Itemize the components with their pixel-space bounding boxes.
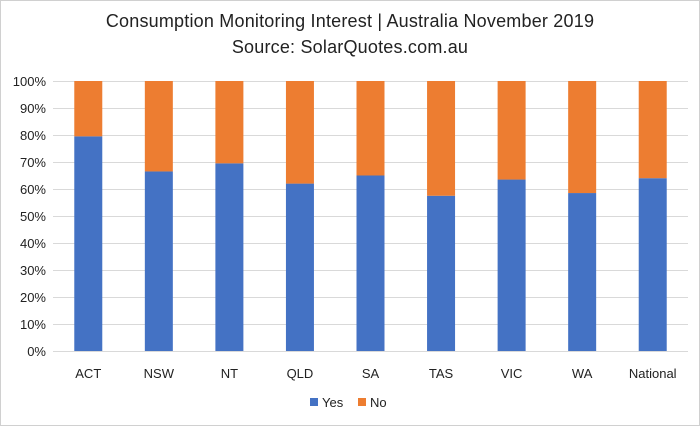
bar-yes-nt: [215, 163, 244, 351]
legend-swatch-no: [358, 398, 366, 406]
x-tick-label: WA: [572, 366, 593, 381]
x-tick-label: TAS: [429, 366, 454, 381]
y-tick-label: 90%: [20, 101, 46, 116]
y-tick-label: 30%: [20, 263, 46, 278]
x-tick-label: ACT: [75, 366, 101, 381]
legend: Yes No: [310, 395, 387, 410]
bar-no-nt: [215, 81, 244, 164]
bar-yes-vic: [497, 179, 526, 351]
y-tick-label: 80%: [20, 128, 46, 143]
x-tick-label: NSW: [144, 366, 175, 381]
y-tick-label: 50%: [20, 209, 46, 224]
bar-yes-national: [638, 178, 667, 351]
bar-no-act: [74, 81, 103, 137]
bar-no-wa: [568, 81, 597, 194]
bars: [74, 81, 667, 351]
chart-title: Consumption Monitoring Interest | Austra…: [105, 11, 595, 31]
bar-no-tas: [427, 81, 456, 196]
legend-label-no: No: [370, 395, 387, 410]
x-tick-label: NT: [221, 366, 238, 381]
x-tick-label: QLD: [287, 366, 314, 381]
y-tick-label: 70%: [20, 155, 46, 170]
x-tick-label: SA: [362, 366, 380, 381]
x-axis: ACT NSW NT QLD SA TAS VIC WA National: [75, 366, 676, 381]
x-tick-label: National: [629, 366, 677, 381]
x-tick-label: VIC: [501, 366, 523, 381]
bar-no-national: [638, 81, 667, 179]
legend-label-yes: Yes: [322, 395, 344, 410]
y-tick-label: 10%: [20, 317, 46, 332]
y-tick-label: 20%: [20, 290, 46, 305]
y-tick-label: 60%: [20, 182, 46, 197]
bar-yes-wa: [568, 193, 597, 351]
bar-no-nsw: [144, 81, 173, 172]
bar-yes-qld: [285, 183, 314, 351]
legend-swatch-yes: [310, 398, 318, 406]
y-tick-label: 40%: [20, 236, 46, 251]
bar-yes-tas: [427, 195, 456, 351]
y-tick-label: 100%: [13, 74, 47, 89]
bar-yes-sa: [356, 175, 385, 351]
chart-subtitle: Source: SolarQuotes.com.au: [231, 37, 469, 57]
bar-no-qld: [285, 81, 314, 184]
bar-no-vic: [497, 81, 526, 180]
bar-yes-nsw: [144, 171, 173, 351]
y-tick-label: 0%: [27, 344, 46, 359]
bar-no-sa: [356, 81, 385, 176]
bar-yes-act: [74, 136, 103, 351]
y-axis: 0% 10% 20% 30% 40% 50% 60% 70% 80% 90% 100%: [13, 74, 47, 359]
